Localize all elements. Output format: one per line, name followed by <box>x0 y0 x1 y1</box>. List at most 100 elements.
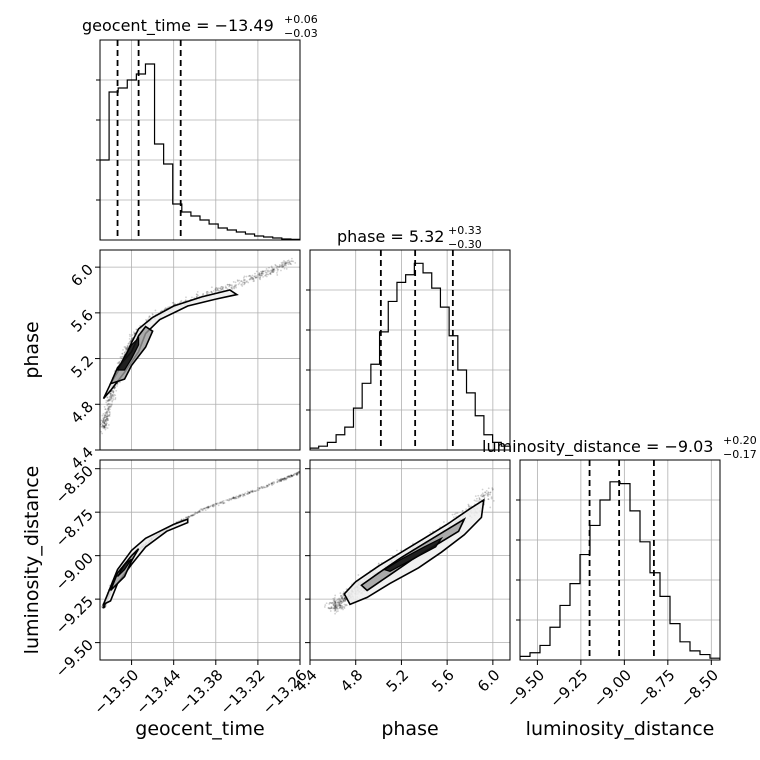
scatter-point <box>121 352 124 355</box>
scatter-point <box>167 306 170 309</box>
scatter-point <box>102 606 105 609</box>
scatter-point <box>339 604 342 607</box>
scatter-point <box>289 475 291 478</box>
scatter-point <box>260 273 262 275</box>
scatter-point <box>332 601 335 604</box>
scatter-point <box>110 396 113 399</box>
scatter-point <box>334 601 336 604</box>
scatter-point <box>124 347 127 349</box>
scatter-point <box>204 509 207 512</box>
scatter-point <box>290 475 293 478</box>
scatter-point <box>280 261 283 264</box>
scatter-point <box>255 274 257 277</box>
title-phase-minus: −0.30 <box>448 238 482 251</box>
scatter-point <box>103 606 106 608</box>
scatter-point <box>338 607 341 610</box>
scatter-point <box>102 606 105 608</box>
scatter-point <box>481 488 484 491</box>
scatter-point <box>287 475 290 477</box>
scatter-point <box>212 289 215 292</box>
scatter-point <box>105 411 108 414</box>
scatter-point <box>207 506 209 509</box>
scatter-point <box>253 490 256 492</box>
scatter-point <box>343 600 346 603</box>
scatter-point <box>331 602 334 604</box>
scatter-point <box>104 419 107 422</box>
scatter-point <box>264 274 267 277</box>
scatter-point <box>343 598 346 601</box>
title-phase-plus: +0.33 <box>448 224 482 237</box>
scatter-point <box>478 498 481 501</box>
scatter-point <box>224 286 227 289</box>
scatter-point <box>118 360 121 363</box>
scatter-point <box>193 512 196 515</box>
scatter-point <box>339 605 341 608</box>
scatter-point <box>268 483 271 486</box>
scatter-point <box>202 293 205 295</box>
scatter-point <box>334 603 336 606</box>
scatter-point <box>107 414 110 417</box>
scatter-point <box>118 381 121 384</box>
scatter-point <box>235 495 238 498</box>
scatter-point <box>105 411 108 413</box>
scatter-point <box>342 599 345 602</box>
scatter-point <box>103 422 106 424</box>
scatter-point <box>107 398 110 401</box>
scatter-point <box>281 478 284 481</box>
scatter-point <box>214 288 217 291</box>
scatter-point <box>286 476 289 478</box>
scatter-point <box>275 264 277 267</box>
scatter-point <box>103 424 106 427</box>
scatter-point <box>270 482 273 485</box>
scatter-point <box>222 286 225 288</box>
scatter-point <box>268 484 271 486</box>
scatter-point <box>478 497 481 499</box>
panel-frame <box>309 459 511 661</box>
scatter-point <box>334 608 337 611</box>
title-luminosity-distance-plus: +0.20 <box>723 434 757 447</box>
scatter-point <box>261 271 264 274</box>
x-tick-label-phase: 6.0 <box>474 666 504 696</box>
scatter-point <box>145 318 147 321</box>
scatter-point <box>337 602 340 604</box>
scatter-point <box>217 290 220 292</box>
scatter-point <box>199 511 202 513</box>
scatter-point <box>240 283 243 286</box>
scatter-point <box>113 387 116 390</box>
scatter-point <box>270 265 273 268</box>
scatter-point <box>103 605 105 607</box>
scatter-point <box>126 347 129 350</box>
y-tick-label-luminosity_distance: −9.50 <box>52 636 97 681</box>
scatter-point <box>243 494 245 496</box>
scatter-point <box>103 405 106 408</box>
scatter-point <box>106 415 108 418</box>
scatter-point <box>291 475 294 477</box>
scatter-point <box>201 509 204 512</box>
scatter-point <box>278 480 281 483</box>
scatter-point <box>399 549 402 552</box>
scatter-point <box>334 605 337 608</box>
scatter-point <box>253 490 256 493</box>
scatter-point <box>148 315 151 318</box>
scatter-point <box>452 516 455 519</box>
scatter-point <box>279 478 282 481</box>
scatter-point <box>221 287 224 290</box>
scatter-point <box>486 493 489 496</box>
scatter-point <box>475 497 478 500</box>
scatter-point <box>102 605 105 608</box>
scatter-point <box>296 472 299 475</box>
scatter-point <box>296 472 299 474</box>
scatter-point <box>187 515 190 518</box>
scatter-point <box>215 502 218 505</box>
scatter-point <box>124 350 127 353</box>
scatter-point <box>334 605 336 608</box>
scatter-point <box>108 399 110 402</box>
scatter-point <box>103 605 106 608</box>
scatter-point <box>226 288 229 290</box>
scatter-point <box>262 485 265 488</box>
scatter-point <box>103 417 106 419</box>
scatter-point <box>276 480 279 483</box>
scatter-point <box>161 309 163 312</box>
scatter-point <box>478 498 481 500</box>
scatter-point <box>261 273 264 276</box>
